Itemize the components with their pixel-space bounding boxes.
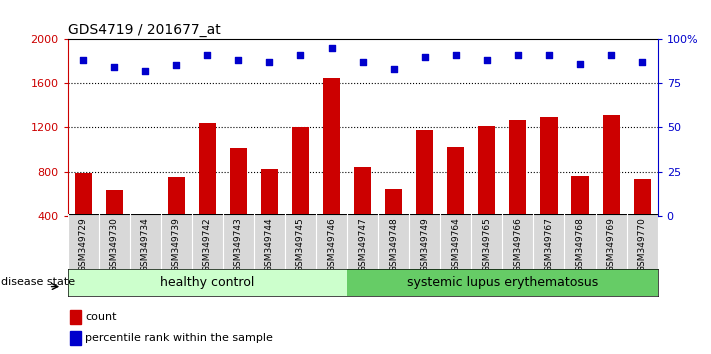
- Text: systemic lupus erythematosus: systemic lupus erythematosus: [407, 276, 598, 289]
- Point: [543, 52, 555, 58]
- Text: GSM349746: GSM349746: [327, 217, 336, 272]
- Bar: [137, 215, 154, 260]
- Text: GSM349766: GSM349766: [513, 217, 523, 272]
- Text: disease state: disease state: [1, 278, 75, 287]
- Bar: [199, 123, 216, 260]
- Text: GSM349747: GSM349747: [358, 217, 367, 272]
- Bar: [509, 120, 526, 260]
- Bar: [634, 179, 651, 260]
- Bar: [385, 189, 402, 260]
- Bar: [602, 115, 619, 260]
- Point: [512, 52, 523, 58]
- Bar: [479, 126, 496, 260]
- Bar: [70, 331, 81, 345]
- Point: [481, 57, 493, 63]
- Point: [171, 63, 182, 68]
- Point: [636, 59, 648, 65]
- Bar: [292, 127, 309, 260]
- Text: GSM349730: GSM349730: [109, 217, 119, 272]
- Bar: [354, 167, 371, 260]
- Text: healthy control: healthy control: [160, 276, 255, 289]
- Text: GSM349769: GSM349769: [606, 217, 616, 272]
- Point: [605, 52, 616, 58]
- Point: [388, 66, 400, 72]
- Text: count: count: [85, 312, 117, 322]
- Point: [295, 52, 306, 58]
- Text: GSM349742: GSM349742: [203, 217, 212, 272]
- Point: [450, 52, 461, 58]
- Text: GSM349739: GSM349739: [172, 217, 181, 272]
- Text: GDS4719 / 201677_at: GDS4719 / 201677_at: [68, 23, 220, 36]
- Point: [202, 52, 213, 58]
- Point: [326, 45, 337, 51]
- Bar: [447, 147, 464, 260]
- Text: GSM349744: GSM349744: [265, 217, 274, 272]
- Bar: [106, 190, 123, 260]
- Point: [77, 57, 89, 63]
- Text: GSM349745: GSM349745: [296, 217, 305, 272]
- Text: GSM349748: GSM349748: [389, 217, 398, 272]
- Text: GSM349764: GSM349764: [451, 217, 460, 272]
- Point: [109, 64, 120, 70]
- Bar: [230, 148, 247, 260]
- Bar: [323, 78, 340, 260]
- Point: [574, 61, 586, 67]
- Text: GSM349749: GSM349749: [420, 217, 429, 272]
- Point: [264, 59, 275, 65]
- Text: percentile rank within the sample: percentile rank within the sample: [85, 333, 273, 343]
- Bar: [168, 177, 185, 260]
- Text: GSM349767: GSM349767: [545, 217, 553, 272]
- Point: [139, 68, 151, 74]
- Bar: [540, 118, 557, 260]
- Bar: [68, 269, 347, 296]
- Point: [419, 54, 430, 59]
- Text: GSM349734: GSM349734: [141, 217, 150, 272]
- Bar: [261, 170, 278, 260]
- Text: GSM349768: GSM349768: [575, 217, 584, 272]
- Text: GSM349770: GSM349770: [638, 217, 646, 272]
- Point: [357, 59, 368, 65]
- Point: [232, 57, 244, 63]
- Text: GSM349743: GSM349743: [234, 217, 243, 272]
- Text: GSM349729: GSM349729: [79, 217, 87, 272]
- Bar: [70, 310, 81, 324]
- Bar: [347, 269, 658, 296]
- Text: GSM349765: GSM349765: [482, 217, 491, 272]
- Bar: [75, 173, 92, 260]
- Bar: [416, 130, 433, 260]
- Bar: [572, 176, 589, 260]
